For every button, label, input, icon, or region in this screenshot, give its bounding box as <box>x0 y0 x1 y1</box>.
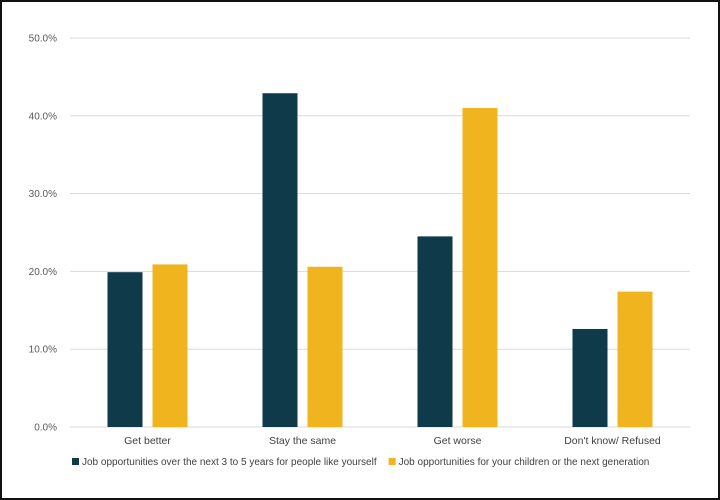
bars <box>107 93 653 428</box>
x-category-label: Stay the same <box>269 435 336 447</box>
x-axis-labels: Get better Stay the same Get worse Don't kn… <box>124 435 661 447</box>
bar-series2-4 <box>617 291 653 427</box>
legend-swatch <box>72 458 79 465</box>
y-tick-label: 30.0% <box>29 189 57 200</box>
y-axis-ticks: 0.0% 10.0% 20.0% 30.0% 40.0% 50.0% <box>29 34 57 434</box>
legend-label: Job opportunities over the next 3 to 5 y… <box>82 457 377 468</box>
bar-series2-1 <box>152 264 188 427</box>
y-tick-label: 40.0% <box>29 111 57 122</box>
bar-series1-1 <box>107 272 143 427</box>
y-tick-label: 20.0% <box>29 267 57 278</box>
legend-label: Job opportunities for your children or t… <box>399 457 650 468</box>
y-tick-label: 10.0% <box>29 345 57 356</box>
bar-series1-2 <box>262 93 298 427</box>
bar-series2-3 <box>462 108 498 428</box>
bar-series1-4 <box>572 328 608 427</box>
bar-series1-3 <box>417 236 453 427</box>
bar-series2-2 <box>307 266 343 427</box>
x-category-label: Get better <box>124 435 171 447</box>
x-category-label: Don't know/ Refused <box>564 435 661 447</box>
y-tick-label: 0.0% <box>34 423 57 434</box>
legend: Job opportunities over the next 3 to 5 y… <box>72 457 649 468</box>
x-category-label: Get worse <box>434 435 482 447</box>
y-tick-label: 50.0% <box>29 34 57 45</box>
legend-swatch <box>388 458 396 465</box>
